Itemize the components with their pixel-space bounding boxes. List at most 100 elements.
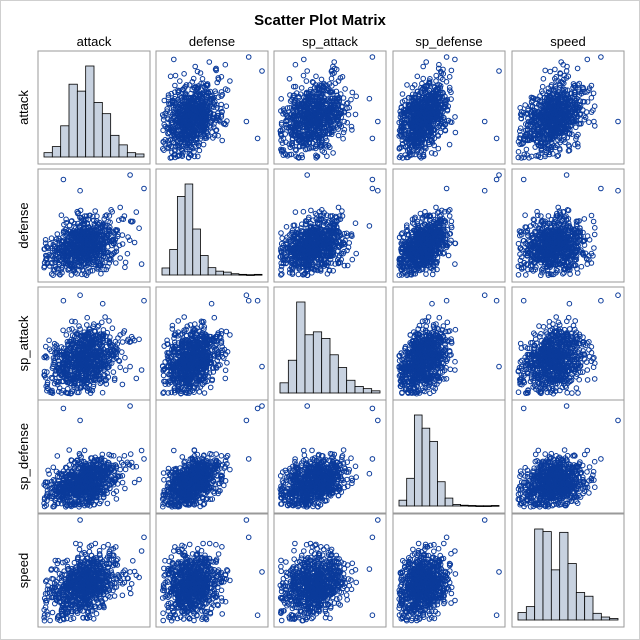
histogram-panel-attack bbox=[37, 50, 151, 165]
scatter-point bbox=[176, 153, 182, 159]
histogram-bar bbox=[238, 273, 248, 276]
scatter-point bbox=[222, 61, 229, 68]
scatter-point bbox=[204, 130, 210, 137]
scatter-point bbox=[167, 73, 174, 80]
scatter-point bbox=[186, 115, 192, 121]
scatter-point bbox=[186, 131, 193, 138]
scatter-point bbox=[278, 146, 284, 153]
scatter-point bbox=[211, 116, 217, 122]
scatter-point bbox=[160, 138, 166, 145]
column-label-sp-attack: sp_attack bbox=[302, 34, 358, 49]
scatter-point bbox=[348, 96, 354, 103]
histogram-bar bbox=[60, 125, 70, 158]
column-label-attack: attack bbox=[77, 34, 112, 49]
scatter-point bbox=[189, 79, 196, 85]
scatter-point bbox=[175, 138, 181, 144]
histogram-bar bbox=[126, 152, 137, 158]
scatter-point bbox=[218, 101, 224, 108]
scatter-point bbox=[324, 153, 330, 159]
scatter-point bbox=[340, 135, 346, 142]
histogram-bar bbox=[169, 249, 178, 276]
histogram-panel-defense bbox=[155, 168, 269, 283]
scatter-point bbox=[185, 155, 192, 161]
scatter-point bbox=[194, 84, 200, 91]
scatter-panel-attack-vs-speed bbox=[511, 50, 625, 165]
histogram-bar bbox=[43, 152, 53, 158]
scatter-point bbox=[205, 90, 212, 96]
scatter-point bbox=[215, 132, 221, 139]
scatter-point bbox=[193, 111, 199, 118]
scatter-point bbox=[201, 83, 207, 90]
scatter-point bbox=[300, 72, 307, 79]
column-label-speed: speed bbox=[550, 34, 585, 49]
chart-title: Scatter Plot Matrix bbox=[254, 12, 386, 29]
scatter-point bbox=[333, 88, 340, 95]
scatter-point bbox=[191, 118, 198, 125]
scatter-point bbox=[190, 75, 197, 82]
scatter-point bbox=[213, 127, 220, 133]
histogram-bar bbox=[184, 183, 194, 276]
scatter-panel-attack-vs-sp-attack bbox=[273, 50, 387, 165]
histogram-bar bbox=[176, 196, 186, 276]
scatter-point bbox=[170, 125, 177, 132]
scatter-point bbox=[161, 97, 168, 104]
scatter-point bbox=[197, 70, 204, 76]
scatter-point bbox=[200, 141, 207, 148]
scatter-point bbox=[194, 68, 201, 75]
scatter-point bbox=[196, 140, 202, 146]
scatter-point bbox=[207, 119, 213, 125]
scatter-point bbox=[208, 93, 214, 100]
scatter-panel-defense-vs-sp-defense bbox=[392, 168, 506, 283]
scatter-point bbox=[189, 101, 196, 107]
row-label-sp-attack: sp_attack bbox=[16, 315, 31, 371]
scatter-point bbox=[192, 137, 199, 143]
histogram-bar bbox=[200, 255, 209, 276]
scatter-point bbox=[227, 78, 233, 84]
scatter-point bbox=[188, 137, 195, 143]
column-label-sp-defense: sp_defense bbox=[415, 34, 482, 49]
scatter-point bbox=[175, 111, 181, 117]
scatter-point bbox=[218, 93, 225, 99]
scatter-point bbox=[201, 107, 207, 114]
scatter-point bbox=[197, 104, 204, 110]
scatter-point bbox=[178, 94, 184, 101]
scatter-point bbox=[202, 98, 209, 105]
histogram-bar bbox=[246, 274, 255, 276]
scatter-point bbox=[184, 106, 191, 112]
scatter-point bbox=[191, 124, 198, 131]
scatter-point bbox=[186, 151, 193, 157]
scatter-point bbox=[181, 71, 187, 77]
scatter-point bbox=[186, 142, 193, 148]
scatter-point bbox=[160, 146, 166, 152]
scatter-point bbox=[218, 112, 225, 118]
histogram-bar bbox=[223, 271, 232, 276]
scatter-point bbox=[245, 54, 252, 60]
scatter-panel-attack-vs-sp-defense bbox=[392, 50, 506, 165]
scatter-point bbox=[222, 86, 229, 92]
row-label-speed: speed bbox=[16, 553, 31, 588]
scatter-point bbox=[160, 116, 167, 123]
histogram-bar bbox=[101, 113, 112, 158]
scatter-point bbox=[164, 108, 170, 114]
scatter-point bbox=[219, 108, 225, 115]
scatter-panel-defense-vs-sp-attack bbox=[273, 168, 387, 283]
row-label-defense: defense bbox=[16, 202, 31, 248]
scatter-point bbox=[177, 78, 183, 84]
scatter-point bbox=[183, 95, 190, 101]
scatter-point bbox=[167, 155, 174, 161]
scatter-point bbox=[224, 118, 230, 124]
scatter-point bbox=[303, 78, 310, 84]
scatter-point bbox=[172, 82, 178, 89]
scatter-point bbox=[243, 118, 250, 125]
scatter-point bbox=[200, 99, 207, 105]
scatter-point bbox=[200, 80, 207, 87]
scatter-point bbox=[330, 150, 336, 156]
scatter-point bbox=[353, 93, 360, 100]
row-label-attack: attack bbox=[16, 90, 31, 125]
histogram-bar bbox=[76, 90, 87, 158]
scatter-point bbox=[214, 79, 220, 86]
scatter-point bbox=[216, 117, 223, 124]
scatter-point bbox=[164, 106, 170, 112]
scatter-point bbox=[191, 98, 197, 104]
scatter-point bbox=[213, 65, 219, 72]
